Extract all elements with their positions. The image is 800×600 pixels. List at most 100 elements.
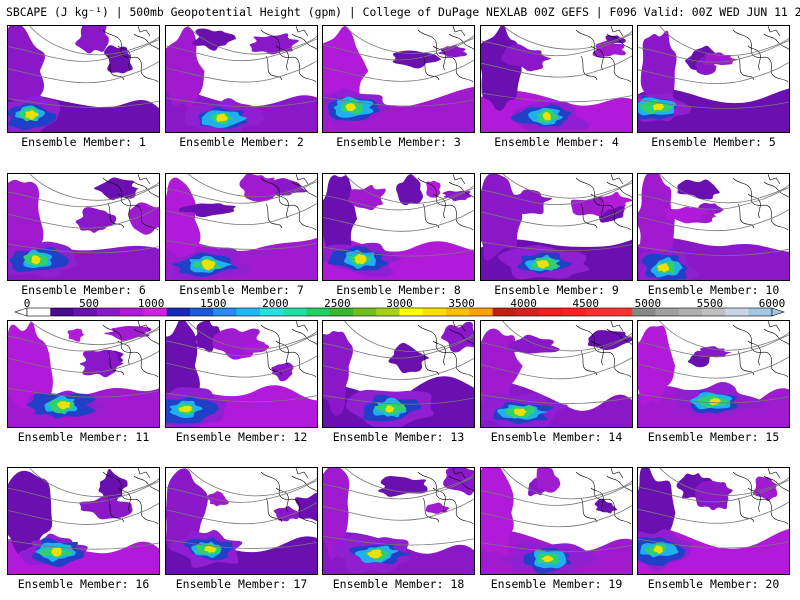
colorbar-tick-label: 3500 xyxy=(448,297,475,310)
colorbar-swatch xyxy=(166,308,191,316)
colorbar-swatch xyxy=(469,308,493,316)
colorbar-tick-label: 2500 xyxy=(324,297,351,310)
sbcape-map-svg xyxy=(8,321,159,427)
colorbar-swatch xyxy=(678,308,703,316)
sbcape-map-svg xyxy=(166,26,317,132)
ensemble-member-map xyxy=(7,25,160,133)
colorbar-swatch xyxy=(492,308,517,316)
ensemble-member-label: Ensemble Member: 5 xyxy=(651,135,776,149)
colorbar-swatch xyxy=(352,308,377,316)
colorbar-swatch xyxy=(422,308,447,316)
colorbar-tick-label: 5500 xyxy=(696,297,724,310)
ensemble-member-map xyxy=(480,467,633,575)
colorbar-tick-label: 500 xyxy=(79,297,100,310)
colorbar-tick-label: 2000 xyxy=(262,297,289,310)
colorbar-tick-label: 4000 xyxy=(510,297,537,310)
ensemble-member-map xyxy=(322,25,475,133)
colorbar-swatch xyxy=(655,308,680,316)
ensemble-member-map xyxy=(637,320,790,428)
colorbar-swatch xyxy=(143,308,167,316)
sbcape-map-svg xyxy=(638,468,789,574)
ensemble-member-map xyxy=(165,173,318,281)
sbcape-map-svg xyxy=(323,26,474,132)
colorbar-swatch xyxy=(189,308,214,316)
colorbar-swatch xyxy=(748,308,773,316)
ensemble-member-label: Ensemble Member: 16 xyxy=(17,577,150,591)
ensemble-member-label: Ensemble Member: 13 xyxy=(332,430,465,444)
ensemble-member-label: Ensemble Member: 12 xyxy=(175,430,308,444)
colorbar-swatch xyxy=(585,308,610,316)
colorbar-swatch xyxy=(515,308,540,316)
colorbar-max-arrow xyxy=(771,307,785,317)
colorbar-tick-label: 1000 xyxy=(137,297,165,310)
ensemble-member-map xyxy=(7,467,160,575)
sbcape-map-svg xyxy=(8,174,159,280)
colorbar-tick-label: 3000 xyxy=(386,297,413,310)
colorbar-swatch xyxy=(306,308,330,316)
ensemble-member-label: Ensemble Member: 14 xyxy=(490,430,623,444)
sbcape-map-svg xyxy=(481,174,632,280)
colorbar-swatch xyxy=(259,308,284,316)
sbcape-map-svg xyxy=(323,321,474,427)
colorbar-swatch xyxy=(50,308,74,316)
ensemble-member-map xyxy=(637,25,790,133)
sbcape-map-svg xyxy=(638,26,789,132)
colorbar-swatch xyxy=(446,308,470,316)
ensemble-member-label: Ensemble Member: 18 xyxy=(332,577,465,591)
colorbar-swatch xyxy=(27,308,51,316)
ensemble-member-map xyxy=(480,173,633,281)
ensemble-member-label: Ensemble Member: 3 xyxy=(336,135,461,149)
colorbar-swatch xyxy=(632,308,656,316)
ensemble-member-label: Ensemble Member: 8 xyxy=(336,283,461,297)
sbcape-map-svg xyxy=(166,321,317,427)
ensemble-member-map xyxy=(322,467,475,575)
colorbar-swatch xyxy=(702,308,726,316)
ensemble-member-map xyxy=(322,173,475,281)
ensemble-member-map xyxy=(637,467,790,575)
map-title: SBCAPE (J kg⁻¹) | 500mb Geopotential Hei… xyxy=(6,5,800,19)
ensemble-member-label: Ensemble Member: 6 xyxy=(21,283,146,297)
colorbar-swatch xyxy=(73,308,98,316)
ensemble-member-map xyxy=(7,320,160,428)
ensemble-member-map xyxy=(480,25,633,133)
ensemble-member-map xyxy=(165,467,318,575)
ensemble-member-label: Ensemble Member: 7 xyxy=(179,283,304,297)
ensemble-member-map xyxy=(165,25,318,133)
colorbar-tick-label: 1500 xyxy=(200,297,227,310)
colorbar-swatch xyxy=(609,308,633,316)
sbcape-map-svg xyxy=(323,174,474,280)
ensemble-member-map xyxy=(322,320,475,428)
ensemble-member-label: Ensemble Member: 20 xyxy=(647,577,780,591)
sbcape-map-svg xyxy=(8,26,159,132)
colorbar-swatch xyxy=(120,308,144,316)
colorbar-tick-label: 0 xyxy=(23,297,31,310)
colorbar-swatch xyxy=(725,308,750,316)
ensemble-member-map xyxy=(165,320,318,428)
colorbar-swatch xyxy=(539,308,563,316)
ensemble-member-map xyxy=(7,173,160,281)
sbcape-map-svg xyxy=(638,321,789,427)
ensemble-member-label: Ensemble Member: 1 xyxy=(21,135,146,149)
colorbar-swatch xyxy=(283,308,307,316)
ensemble-member-label: Ensemble Member: 17 xyxy=(175,577,308,591)
colorbar-swatch xyxy=(96,308,121,316)
colorbar-swatch xyxy=(329,308,354,316)
colorbar-swatch xyxy=(213,308,237,316)
sbcape-map-svg xyxy=(638,174,789,280)
sbcape-map-svg xyxy=(166,174,317,280)
colorbar-swatch xyxy=(562,308,587,316)
sbcape-map-svg xyxy=(481,321,632,427)
sbcape-map-svg xyxy=(166,468,317,574)
ensemble-member-map xyxy=(637,173,790,281)
colorbar-swatch xyxy=(399,308,424,316)
colorbar-tick-label: 5000 xyxy=(634,297,662,310)
ensemble-member-label: Ensemble Member: 4 xyxy=(494,135,619,149)
sbcape-map-svg xyxy=(481,26,632,132)
sbcape-colorbar xyxy=(14,307,785,317)
colorbar-swatch xyxy=(376,308,400,316)
ensemble-member-label: Ensemble Member: 10 xyxy=(647,283,780,297)
sbcape-map-svg xyxy=(8,468,159,574)
ensemble-member-map xyxy=(480,320,633,428)
colorbar-swatch xyxy=(236,308,261,316)
ensemble-member-label: Ensemble Member: 11 xyxy=(17,430,150,444)
